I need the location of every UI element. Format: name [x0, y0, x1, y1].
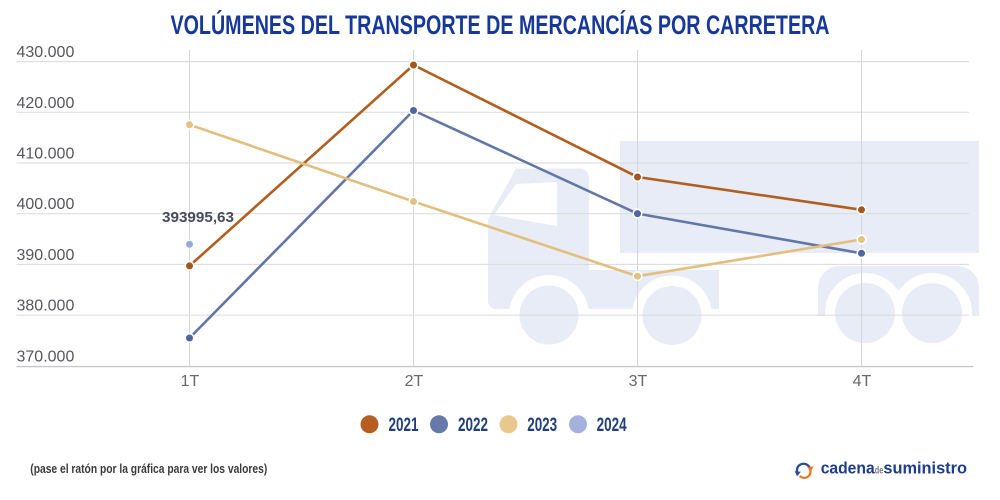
- svg-text:393995,63: 393995,63: [162, 209, 234, 226]
- svg-text:420.000: 420.000: [17, 95, 75, 112]
- svg-text:3T: 3T: [629, 373, 648, 390]
- svg-text:VOLÚMENES DEL TRANSPORTE DE ME: VOLÚMENES DEL TRANSPORTE DE MERCANCÍAS P…: [171, 9, 830, 40]
- svg-text:1T: 1T: [181, 373, 200, 390]
- svg-text:380.000: 380.000: [17, 298, 75, 315]
- svg-text:400.000: 400.000: [17, 196, 75, 213]
- svg-text:suministro: suministro: [883, 458, 967, 477]
- svg-text:cadena: cadena: [821, 458, 876, 477]
- svg-text:2T: 2T: [405, 373, 424, 390]
- svg-text:de: de: [875, 465, 884, 476]
- svg-text:2023: 2023: [527, 415, 557, 436]
- svg-text:2022: 2022: [458, 415, 488, 436]
- svg-text:(pase el ratón por la gráfica: (pase el ratón por la gráfica para ver l…: [30, 461, 267, 476]
- svg-text:390.000: 390.000: [17, 247, 75, 264]
- svg-text:370.000: 370.000: [17, 349, 75, 366]
- svg-text:2021: 2021: [389, 415, 419, 436]
- svg-text:2024: 2024: [597, 415, 627, 436]
- svg-text:430.000: 430.000: [17, 44, 75, 61]
- svg-text:4T: 4T: [853, 373, 872, 390]
- svg-text:410.000: 410.000: [17, 146, 75, 163]
